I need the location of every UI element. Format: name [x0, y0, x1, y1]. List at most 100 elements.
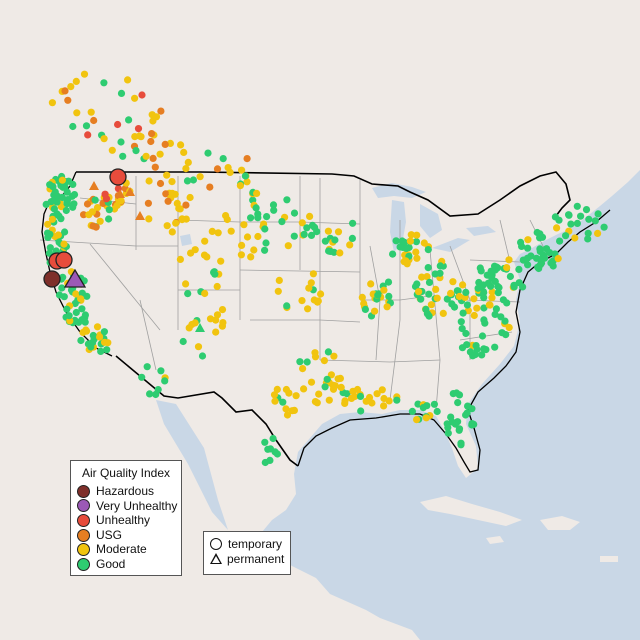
- monitor-pin: [135, 132, 144, 140]
- monitor-pin: [488, 288, 496, 296]
- monitor-pin: [473, 304, 481, 312]
- monitor-pin: [69, 122, 77, 131]
- monitor-pin: [571, 234, 579, 242]
- monitor-pin: [179, 337, 187, 346]
- monitor-pin: [274, 287, 282, 295]
- monitor-pin: [148, 111, 156, 119]
- monitor-pin: [491, 277, 499, 286]
- monitor-pin: [270, 206, 278, 214]
- monitor-pin: [269, 434, 277, 443]
- monitor-pin: [148, 130, 156, 138]
- monitor-pin: [383, 303, 391, 311]
- monitor-pin: [367, 280, 375, 288]
- monitor-pin: [536, 261, 545, 269]
- monitor-pin: [247, 214, 255, 222]
- monitor-pin: [88, 208, 96, 216]
- monitor-pin: [347, 394, 356, 402]
- monitor-pin: [237, 251, 245, 259]
- monitor-pin: [266, 456, 274, 464]
- monitor-pin: [219, 155, 227, 163]
- monitor-pin: [384, 278, 393, 286]
- monitor-pin: [357, 407, 365, 415]
- monitor-pin: [156, 179, 165, 188]
- monitor-pin: [380, 286, 388, 294]
- monitor-pin: [144, 199, 152, 207]
- monitor-pin: [117, 197, 125, 205]
- monitor-pin: [425, 278, 434, 286]
- monitor-pin: [424, 246, 432, 254]
- monitor-pin: [44, 220, 52, 228]
- monitor-pin: [306, 212, 314, 220]
- monitor-pin: [58, 193, 66, 201]
- monitor-pin: [78, 289, 86, 297]
- monitor-pin: [72, 290, 80, 298]
- monitor-pin: [334, 228, 343, 236]
- monitor-pin: [67, 83, 75, 91]
- monitor-pin: [337, 383, 345, 391]
- usg-swatch: [77, 528, 90, 542]
- hazardous-swatch: [77, 484, 90, 498]
- monitor-pin: [524, 261, 532, 269]
- monitor-pin: [80, 211, 88, 219]
- monitor-pin: [343, 390, 351, 398]
- monitor-pin: [538, 233, 547, 241]
- legend-item-unhealthy: Unhealthy: [77, 513, 175, 528]
- monitor-pin-permanent: [135, 211, 145, 220]
- monitor-pin: [206, 183, 214, 191]
- monitor-pin: [223, 215, 231, 224]
- monitor-pin: [204, 149, 212, 157]
- monitor-pin: [457, 441, 465, 449]
- monitor-pin: [58, 284, 66, 292]
- puerto-rico: [600, 556, 618, 562]
- monitor-pin: [505, 256, 513, 264]
- monitor-pin: [105, 206, 113, 214]
- monitor-pins: [42, 70, 608, 467]
- monitor-pin: [463, 301, 471, 309]
- monitor-pin: [145, 177, 153, 185]
- monitor-pin: [132, 147, 140, 155]
- monitor-pin: [114, 120, 122, 129]
- monitor-pin: [64, 96, 72, 104]
- monitor-pin: [443, 295, 451, 303]
- monitor-pin: [584, 229, 592, 237]
- monitor-pin: [283, 411, 292, 419]
- monitor-pin: [518, 242, 526, 250]
- monitor-pin: [182, 165, 190, 173]
- monitor-pin: [186, 193, 194, 202]
- monitor-pin-permanent: [89, 181, 99, 190]
- monitor-pin: [450, 303, 459, 311]
- monitor-pin: [498, 329, 506, 337]
- monitor-pin: [436, 262, 444, 270]
- monitor-pin: [385, 397, 393, 405]
- monitor-pin: [418, 273, 426, 281]
- national-borders: [76, 171, 571, 467]
- great-lake-ontario: [466, 226, 496, 236]
- monitor-pin: [218, 306, 227, 314]
- monitor-pin: [468, 420, 476, 428]
- monitor-pin: [164, 197, 172, 205]
- monitor-pin: [463, 341, 471, 349]
- monitor-pin: [470, 295, 478, 303]
- monitor-pin: [584, 235, 592, 243]
- monitor-pin: [96, 333, 104, 341]
- monitor-pin: [282, 385, 290, 394]
- monitor-pin: [454, 399, 462, 407]
- monitor-pin: [453, 287, 461, 295]
- monitor-pin: [82, 326, 90, 334]
- monitor-pin: [180, 148, 188, 156]
- monitor-pin: [201, 237, 209, 245]
- monitor-pin: [163, 171, 171, 179]
- monitor-pin: [412, 238, 420, 246]
- monitor-pin: [324, 348, 332, 356]
- monitor-pin: [320, 357, 328, 365]
- monitor-pin-large: [55, 251, 73, 269]
- legend-label: temporary: [228, 537, 283, 551]
- monitor-pin: [298, 297, 306, 305]
- legend-item-usg: USG: [77, 528, 175, 543]
- monitor-pin: [100, 79, 108, 87]
- legend-label: permanent: [227, 551, 285, 566]
- monitor-pin: [48, 215, 57, 223]
- monitor-pin: [573, 219, 582, 227]
- monitor-pin: [494, 289, 502, 297]
